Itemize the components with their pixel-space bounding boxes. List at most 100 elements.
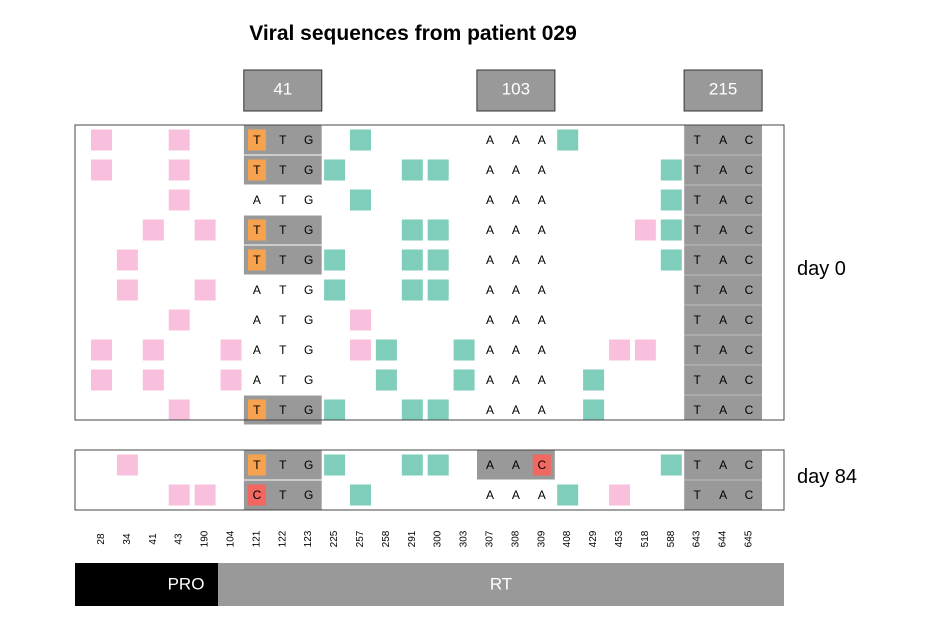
figure-title: Viral sequences from patient 029 bbox=[249, 22, 577, 45]
nucleotide-letter: A bbox=[538, 488, 546, 502]
nucleotide-letter: A bbox=[253, 313, 261, 327]
nucleotide-letter: T bbox=[279, 283, 287, 297]
synonymous-mutation-cell bbox=[350, 339, 371, 361]
nonsynonymous-mutation-cell bbox=[660, 249, 682, 271]
codon-header-box bbox=[683, 69, 763, 112]
nucleotide-letter: A bbox=[253, 343, 261, 357]
nucleotide-letter: T bbox=[694, 223, 702, 237]
nucleotide-letter: A bbox=[486, 223, 494, 237]
nonsynonymous-mutation-cell bbox=[583, 369, 605, 391]
position-label: 309 bbox=[536, 530, 547, 547]
nonsynonymous-mutation-cell bbox=[324, 279, 346, 301]
synonymous-mutation-cell bbox=[91, 129, 112, 151]
nucleotide-letter: A bbox=[512, 163, 520, 177]
synonymous-mutation-cell bbox=[116, 454, 138, 476]
nucleotide-letter: C bbox=[745, 313, 754, 327]
nucleotide-letter: A bbox=[719, 163, 727, 177]
nucleotide-letter: G bbox=[304, 373, 313, 387]
position-label: 588 bbox=[666, 530, 677, 547]
nucleotide-letter: T bbox=[279, 403, 287, 417]
resistance-base-cell bbox=[247, 159, 266, 181]
synonymous-mutation-cell bbox=[220, 339, 242, 361]
panel-frame bbox=[74, 449, 785, 511]
codon-header-box bbox=[476, 69, 556, 112]
synonymous-mutation-cell bbox=[194, 484, 216, 506]
nucleotide-letter: T bbox=[694, 403, 702, 417]
nucleotide-letter: A bbox=[486, 163, 494, 177]
nucleotide-letter: G bbox=[304, 343, 313, 357]
position-label: 643 bbox=[692, 530, 703, 547]
synonymous-mutation-cell bbox=[350, 309, 371, 331]
nucleotide-letter: G bbox=[304, 458, 313, 472]
position-label: 408 bbox=[562, 530, 573, 547]
nonsynonymous-mutation-cell bbox=[427, 249, 449, 271]
synonymous-mutation-cell bbox=[116, 249, 138, 271]
synonymous-mutation-cell bbox=[116, 279, 138, 301]
nucleotide-letter: T bbox=[253, 223, 261, 237]
nucleotide-letter: G bbox=[304, 488, 313, 502]
position-label: 34 bbox=[122, 533, 133, 545]
day-84-label: day 84 bbox=[797, 466, 858, 488]
position-label: 300 bbox=[433, 530, 444, 547]
position-label: 307 bbox=[485, 530, 496, 547]
nonsynonymous-mutation-cell bbox=[660, 189, 682, 211]
drug-resistance-base-cell bbox=[532, 454, 551, 476]
nonsynonymous-mutation-cell bbox=[324, 249, 346, 271]
synonymous-mutation-cell bbox=[91, 159, 112, 181]
resistance-base-cell bbox=[247, 249, 266, 271]
codon-header-label: 103 bbox=[502, 80, 530, 99]
nonsynonymous-mutation-cell bbox=[557, 129, 579, 151]
nucleotide-letter: C bbox=[745, 193, 754, 207]
nucleotide-letter: C bbox=[745, 133, 754, 147]
nucleotide-letter: G bbox=[304, 283, 313, 297]
nucleotide-letter: A bbox=[719, 403, 727, 417]
position-label: 645 bbox=[744, 530, 755, 547]
nucleotide-letter: T bbox=[694, 343, 702, 357]
nonsynonymous-mutation-cell bbox=[453, 339, 475, 361]
synonymous-mutation-cell bbox=[142, 219, 164, 241]
nonsynonymous-mutation-cell bbox=[324, 454, 346, 476]
synonymous-mutation-cell bbox=[194, 279, 216, 301]
position-label: 225 bbox=[329, 530, 340, 547]
nucleotide-letter: A bbox=[538, 163, 546, 177]
nucleotide-letter: T bbox=[694, 163, 702, 177]
synonymous-mutation-cell bbox=[634, 339, 656, 361]
nucleotide-letter: A bbox=[486, 458, 494, 472]
position-label: 122 bbox=[277, 530, 288, 547]
nucleotide-letter: A bbox=[512, 373, 520, 387]
nonsynonymous-mutation-cell bbox=[453, 369, 475, 391]
resistance-base-cell bbox=[247, 129, 266, 151]
synonymous-mutation-cell bbox=[168, 129, 190, 151]
nucleotide-letter: A bbox=[512, 283, 520, 297]
nonsynonymous-mutation-cell bbox=[350, 129, 371, 151]
nucleotide-letter: A bbox=[512, 133, 520, 147]
nucleotide-letter: T bbox=[694, 313, 702, 327]
synonymous-mutation-cell bbox=[168, 189, 190, 211]
nucleotide-letter: G bbox=[304, 193, 313, 207]
nonsynonymous-mutation-cell bbox=[557, 484, 579, 506]
nucleotide-letter: A bbox=[512, 253, 520, 267]
nonsynonymous-mutation-cell bbox=[350, 484, 371, 506]
drug-resistance-base-cell bbox=[247, 484, 266, 506]
nucleotide-letter: A bbox=[538, 193, 546, 207]
position-label: 28 bbox=[96, 533, 107, 545]
synonymous-mutation-cell bbox=[91, 339, 112, 361]
position-label: 104 bbox=[226, 530, 237, 547]
synonymous-mutation-cell bbox=[142, 339, 164, 361]
nucleotide-letter: T bbox=[694, 373, 702, 387]
synonymous-mutation-cell bbox=[142, 369, 164, 391]
nucleotide-letter: T bbox=[279, 458, 287, 472]
position-label: 123 bbox=[303, 530, 314, 547]
nucleotide-letter: A bbox=[719, 488, 727, 502]
nucleotide-letter: A bbox=[253, 283, 261, 297]
nucleotide-letter: T bbox=[253, 133, 261, 147]
nucleotide-letter: A bbox=[538, 373, 546, 387]
nucleotide-letter: A bbox=[538, 223, 546, 237]
synonymous-mutation-cell bbox=[220, 369, 242, 391]
nucleotide-letter: A bbox=[486, 373, 494, 387]
nucleotide-letter: A bbox=[719, 313, 727, 327]
nucleotide-letter: T bbox=[279, 133, 287, 147]
nucleotide-letter: A bbox=[253, 193, 261, 207]
synonymous-mutation-cell bbox=[168, 159, 190, 181]
